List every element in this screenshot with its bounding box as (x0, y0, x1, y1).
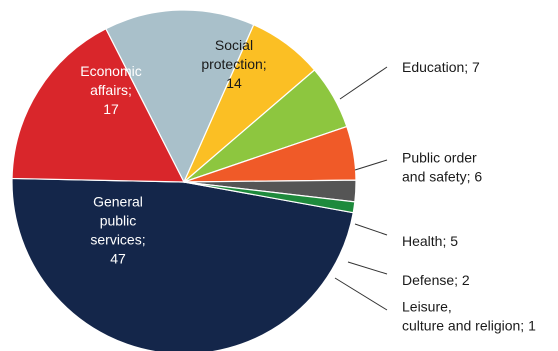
slice-label: Leisure, culture and religion; 1 (402, 299, 536, 334)
leader-lines (334, 66, 388, 311)
slice-label: General public services; 47 (90, 194, 145, 267)
slice-label: Social protection; 14 (201, 37, 266, 91)
pie-slice-leisure-culture-and-religion (183, 181, 356, 214)
slice-label: Public order and safety; 6 (402, 150, 482, 185)
slice-label: Economic affairs; 17 (80, 63, 141, 117)
slice-label: Defense; 2 (402, 272, 470, 288)
pie-slices (11, 9, 357, 351)
slice-labels: General public services; 47 Economic affairs;… (80, 37, 536, 334)
leader-line (347, 261, 388, 275)
pie-slice-economic-affairs (11, 27, 185, 183)
pie-slice-general-public-services (11, 177, 354, 351)
pie-slice-social-protection (105, 9, 255, 184)
leader-line (334, 277, 388, 311)
leader-line (339, 66, 388, 100)
slice-label: Education; 7 (402, 59, 480, 75)
slice-label: Health; 5 (402, 233, 458, 249)
leader-line (354, 159, 388, 171)
leader-line (354, 223, 388, 236)
